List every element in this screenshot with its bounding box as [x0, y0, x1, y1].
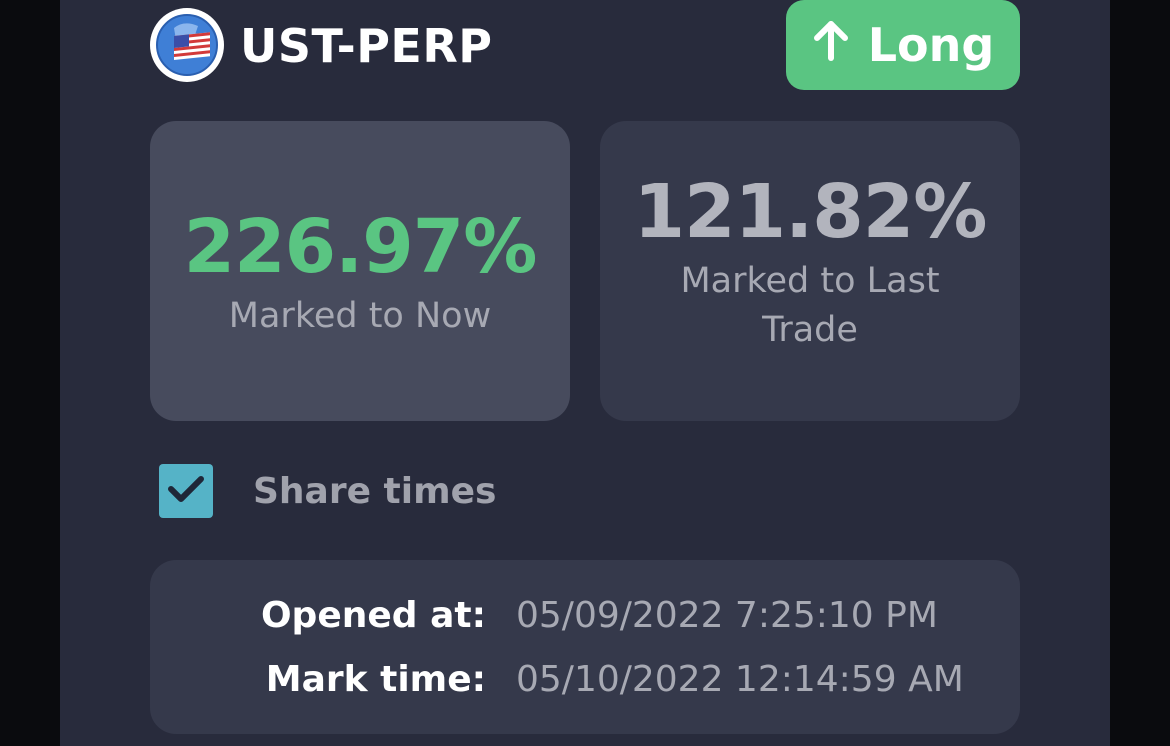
share-times-label: Share times	[253, 471, 497, 512]
marked-to-now-value: 226.97%	[183, 203, 538, 290]
long-position-button[interactable]: Long	[786, 0, 1020, 90]
times-card: Opened at: 05/09/2022 7:25:10 PM Mark ti…	[150, 560, 1020, 734]
arrow-up-icon	[812, 18, 850, 72]
position-label: Long	[867, 18, 995, 72]
checkmark-icon	[166, 473, 206, 509]
pnl-share-panel: UST-PERP Long 226.97% Marked to Now 121.…	[60, 0, 1110, 746]
mark-time-value: 05/10/2022 12:14:59 AM	[516, 659, 964, 700]
opened-at-label: Opened at:	[260, 595, 486, 636]
token-name: UST-PERP	[240, 19, 493, 73]
marked-to-last-trade-card: 121.82% Marked to Last Trade	[600, 121, 1020, 421]
marked-to-now-card: 226.97% Marked to Now	[150, 121, 570, 421]
marked-to-last-trade-value: 121.82%	[633, 169, 988, 255]
mark-time-label: Mark time:	[265, 659, 486, 700]
header: UST-PERP Long	[150, 0, 1020, 92]
opened-at-value: 05/09/2022 7:25:10 PM	[516, 595, 938, 636]
share-times-checkbox[interactable]	[159, 464, 213, 518]
marked-to-now-label: Marked to Now	[228, 295, 492, 336]
opened-at-row: Opened at: 05/09/2022 7:25:10 PM	[150, 586, 1020, 646]
marked-to-last-trade-label: Marked to Last Trade	[680, 261, 940, 350]
us-flag-coin-icon	[150, 8, 224, 82]
mark-time-row: Mark time: 05/10/2022 12:14:59 AM	[150, 650, 1020, 710]
